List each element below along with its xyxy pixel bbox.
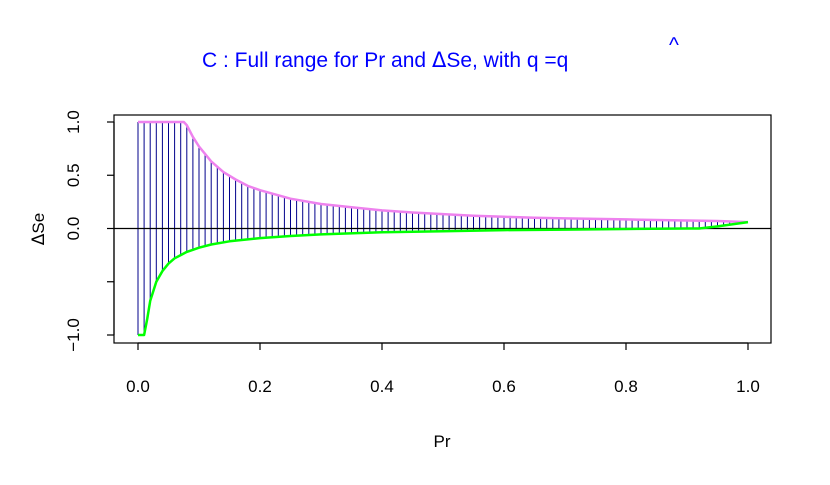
x-tick-label: 1.0 xyxy=(736,377,760,396)
y-tick-label: 0.0 xyxy=(64,217,83,241)
x-axis: 0.0 0.2 0.4 0.6 0.8 1.0 xyxy=(126,342,760,396)
y-tick-label: 0.5 xyxy=(64,163,83,187)
y-tick-label: −1.0 xyxy=(64,318,83,352)
title-prefix: C : Full range for Pr and xyxy=(202,49,432,72)
lower-curve xyxy=(138,220,749,337)
upper-curve xyxy=(138,120,749,224)
chart-title: C : Full range for Pr and ΔSe, with q =q xyxy=(202,48,568,72)
curves xyxy=(138,120,749,337)
title-hat: ^ xyxy=(669,34,679,57)
y-axis-title: ΔSe xyxy=(29,213,49,245)
y-axis-delta: Δ xyxy=(29,233,49,245)
x-tick-label: 0.4 xyxy=(370,377,394,396)
y-axis-rest: Se xyxy=(29,213,48,234)
title-qhat: q xyxy=(557,49,569,72)
x-axis-title: Pr xyxy=(434,432,451,451)
x-tick-label: 0.2 xyxy=(248,377,272,396)
segment-lines xyxy=(137,122,743,335)
x-tick-label: 0.6 xyxy=(492,377,516,396)
title-delta: Δ xyxy=(432,48,447,72)
x-tick-label: 0.8 xyxy=(614,377,638,396)
title-after-delta: Se, with q = xyxy=(446,49,556,72)
y-tick-label: 1.0 xyxy=(64,110,83,134)
y-axis: −1.0 0.0 0.5 1.0 xyxy=(64,110,115,352)
x-tick-label: 0.0 xyxy=(126,377,150,396)
